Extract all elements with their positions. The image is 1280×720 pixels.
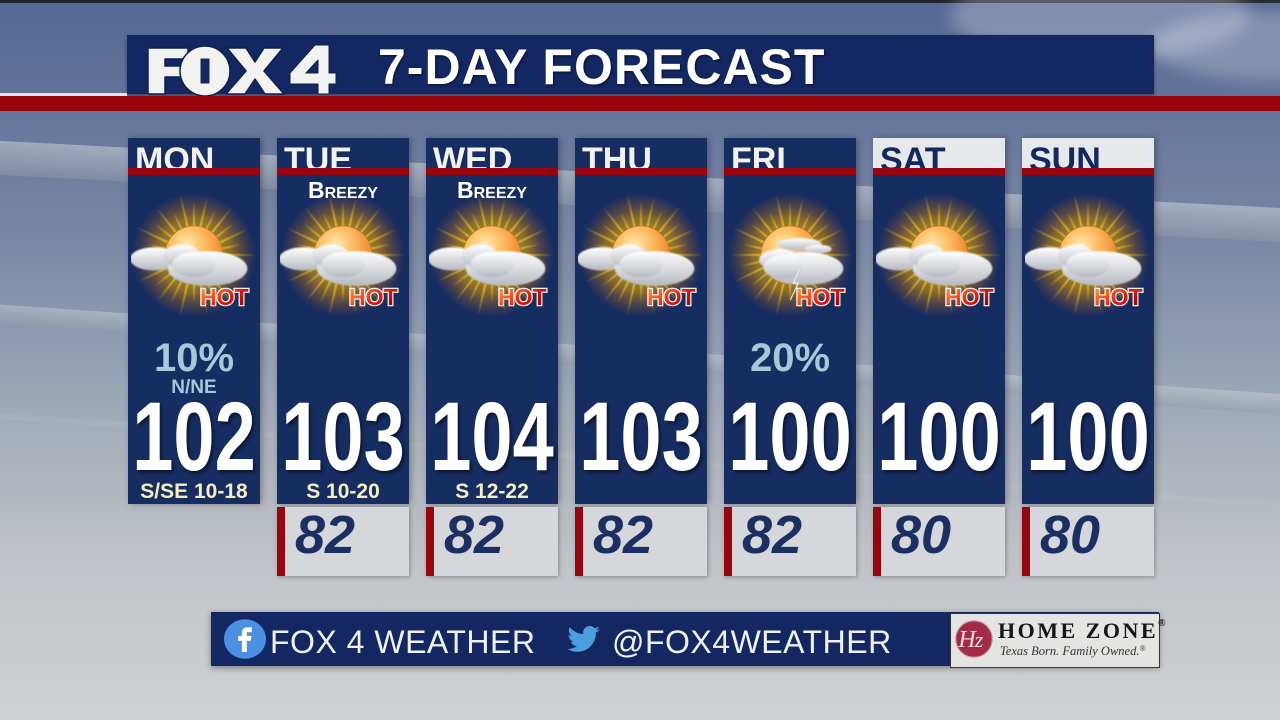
svg-text:z: z xyxy=(974,627,984,652)
